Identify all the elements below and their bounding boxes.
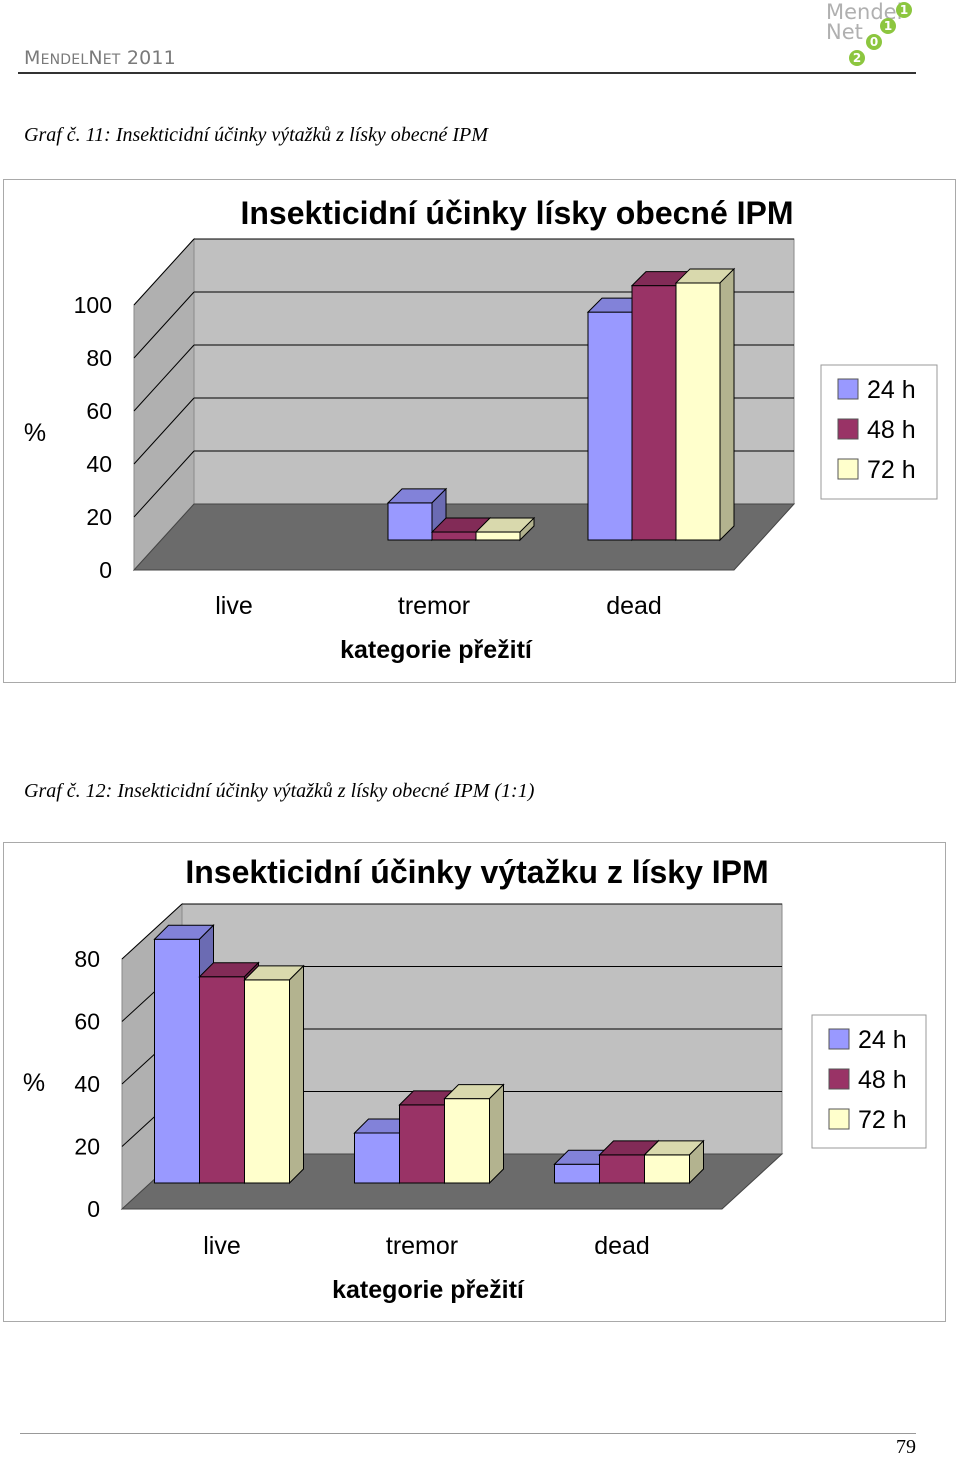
gridline-side [133, 291, 195, 359]
bar-72h-tremor [474, 516, 536, 542]
bar-front [244, 979, 290, 1184]
bar-72h-tremor [443, 1083, 505, 1185]
gridline-side [133, 344, 195, 412]
legend-swatch [828, 1108, 850, 1130]
bar-72h-live [243, 964, 305, 1185]
bar-front [631, 285, 677, 541]
header-divider [18, 72, 916, 74]
bar-side [519, 516, 535, 542]
x-category-label: tremor [398, 592, 470, 620]
logo-digit: 1 [880, 18, 896, 34]
chart-title: Insekticidní účinky výtažku z lísky IPM [185, 854, 768, 890]
logo-digit: 1 [896, 2, 912, 18]
gridline-side [133, 238, 195, 306]
footer-divider [20, 1433, 916, 1434]
x-category-label: dead [594, 1232, 650, 1260]
logo-digit: 0 [866, 34, 882, 50]
bar-72h-dead [674, 267, 736, 542]
bar-front [475, 531, 521, 541]
bar-72h-dead [643, 1139, 705, 1185]
y-tick-label: 20 [74, 1134, 100, 1160]
chart-canvas: 0 20 40 60 80 100 live tremor dead Insekticidní ú… [24, 195, 938, 664]
legend-label: 72 h [858, 1106, 907, 1134]
bar-front [354, 1132, 400, 1184]
y-axis-title: % [23, 1069, 45, 1097]
legend-swatch [837, 418, 859, 440]
x-category-label: live [215, 592, 253, 620]
bar-front [431, 531, 477, 541]
bar-front [587, 311, 633, 541]
brand-part-2: ET [102, 52, 121, 68]
bar-side [689, 1139, 704, 1185]
legend-swatch [837, 378, 859, 400]
y-tick-label: 40 [74, 1071, 100, 1097]
legend-label: 48 h [867, 416, 916, 444]
bar-front [599, 1154, 645, 1184]
chart-2-frame: 0 20 40 60 80 live tremor dead Insekticidní účin… [3, 842, 946, 1322]
page-number: 79 [896, 1436, 916, 1458]
chart-canvas: 0 20 40 60 80 live tremor dead Insekticidní účin… [23, 854, 927, 1304]
chart-1-frame: 0 20 40 60 80 100 live tremor dead Insekticidní ú… [3, 179, 956, 683]
bar-front [199, 976, 245, 1184]
brand-part-1: ENDEL [40, 52, 89, 68]
mendelnet-logo: Mendel Net 1 1 0 2 [826, 0, 926, 70]
x-axis-title: kategorie přežití [332, 1276, 525, 1304]
bar-front [444, 1098, 490, 1184]
x-axis-title: kategorie přežití [340, 636, 533, 664]
y-tick-label: 0 [87, 1196, 100, 1222]
bar-side [489, 1083, 504, 1185]
y-tick-label: 40 [86, 451, 112, 477]
legend-swatch [828, 1028, 850, 1050]
x-category-label: live [203, 1232, 241, 1260]
y-tick-label: 80 [74, 946, 100, 972]
logo-digit: 2 [849, 50, 865, 66]
logo-word-net: Net [826, 20, 863, 44]
legend-swatch [828, 1068, 850, 1090]
brand-year: 2011 [120, 47, 176, 69]
y-tick-label: 80 [86, 345, 112, 371]
brand-initial-1: M [24, 47, 41, 69]
bar-front [154, 938, 200, 1184]
bar-front [399, 1104, 445, 1184]
bar-front [387, 502, 433, 541]
legend-label: 48 h [858, 1066, 907, 1094]
bar-side [289, 964, 304, 1185]
x-category-label: tremor [386, 1232, 458, 1260]
x-category-label: dead [606, 592, 662, 620]
legend-swatch [837, 458, 859, 480]
y-axis-title: % [24, 419, 46, 447]
legend-label: 24 h [858, 1026, 907, 1054]
gridline-side [133, 450, 195, 518]
bar-front [554, 1163, 600, 1184]
legend-label: 72 h [867, 456, 916, 484]
header-brand: MENDELNET 2011 [24, 47, 176, 69]
brand-initial-2: N [88, 47, 103, 69]
y-tick-label: 100 [74, 292, 112, 318]
y-tick-label: 20 [86, 504, 112, 530]
figure-caption-11: Graf č. 11: Insekticidní účinky výtažků … [24, 124, 488, 146]
bar-side [719, 267, 735, 542]
y-tick-label: 60 [74, 1009, 100, 1035]
bar-front [675, 282, 721, 541]
bar-front [644, 1154, 690, 1184]
y-tick-label: 60 [86, 398, 112, 424]
gridline-side [121, 903, 183, 960]
gridline-side [133, 397, 195, 465]
y-tick-label: 0 [99, 557, 112, 583]
figure-caption-12: Graf č. 12: Insekticidní účinky výtažků … [24, 780, 535, 802]
chart-title: Insekticidní účinky lísky obecné IPM [240, 195, 793, 231]
legend-label: 24 h [867, 376, 916, 404]
bar-24h-tremor [386, 487, 448, 542]
